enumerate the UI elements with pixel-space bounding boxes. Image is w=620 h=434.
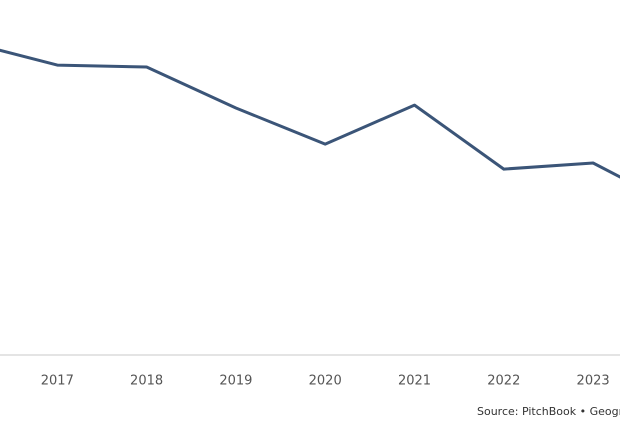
x-tick-label: 2017 — [41, 374, 74, 389]
x-tick-label: 2018 — [130, 374, 163, 389]
x-tick-label: 2022 — [487, 374, 520, 389]
data-line — [0, 48, 620, 179]
x-tick-label: 2019 — [219, 374, 252, 389]
x-tick-label: 2020 — [309, 374, 342, 389]
source-note: Source: PitchBook • Geogr — [477, 405, 620, 418]
x-tick-label: 2021 — [398, 374, 431, 389]
x-tick-label: 2023 — [577, 374, 610, 389]
